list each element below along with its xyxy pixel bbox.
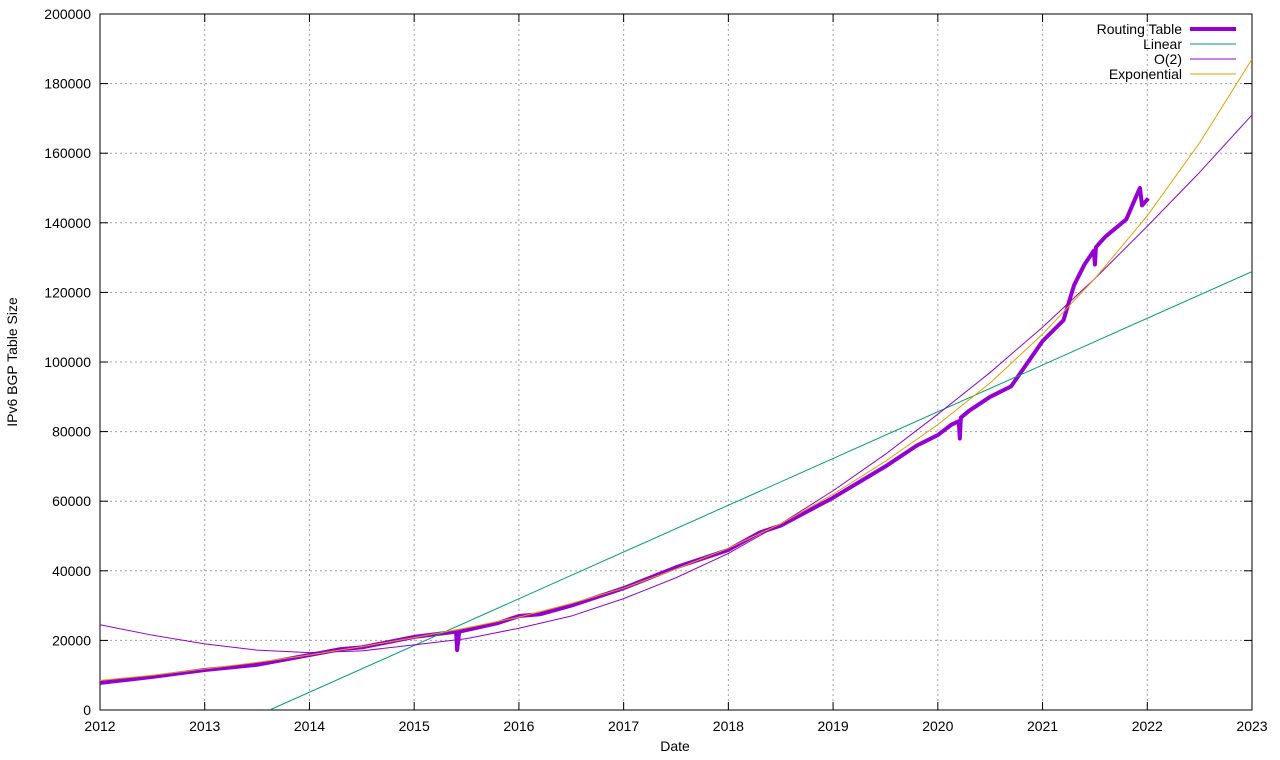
x-tick-label: 2021	[1027, 718, 1058, 734]
plot-frame	[99, 13, 1253, 711]
x-tick-label: 2015	[399, 718, 430, 734]
series-line	[100, 114, 1252, 654]
y-tick-label: 200000	[44, 6, 91, 22]
x-tick-label: 2013	[189, 718, 220, 734]
y-tick-label: 0	[83, 702, 91, 718]
y-tick-label: 40000	[52, 563, 91, 579]
y-tick-label: 20000	[52, 632, 91, 648]
x-tick-label: 2016	[503, 718, 534, 734]
x-tick-label: 2012	[84, 718, 115, 734]
x-tick-label: 2017	[608, 718, 639, 734]
series-line	[100, 186, 1150, 685]
legend-label: Linear	[1143, 36, 1182, 52]
legend-label: Exponential	[1109, 66, 1182, 82]
y-tick-label: 180000	[44, 76, 91, 92]
y-tick-label: 120000	[44, 284, 91, 300]
y-tick-label: 60000	[52, 493, 91, 509]
x-tick-label: 2019	[818, 718, 849, 734]
legend-label: Routing Table	[1097, 21, 1183, 37]
y-tick-label: 140000	[44, 215, 91, 231]
x-tick-label: 2020	[922, 718, 953, 734]
y-tick-label: 100000	[44, 354, 91, 370]
x-tick-label: 2014	[294, 718, 325, 734]
series-line	[269, 271, 1252, 710]
y-axis-label: IPv6 BGP Table Size	[4, 297, 20, 427]
y-tick-label: 160000	[44, 145, 91, 161]
x-tick-label: 2023	[1236, 718, 1267, 734]
x-axis-label: Date	[660, 738, 690, 754]
legend-label: O(2)	[1154, 51, 1182, 67]
series-line	[100, 58, 1252, 681]
y-tick-label: 80000	[52, 424, 91, 440]
x-tick-label: 2022	[1132, 718, 1163, 734]
x-tick-label: 2018	[713, 718, 744, 734]
